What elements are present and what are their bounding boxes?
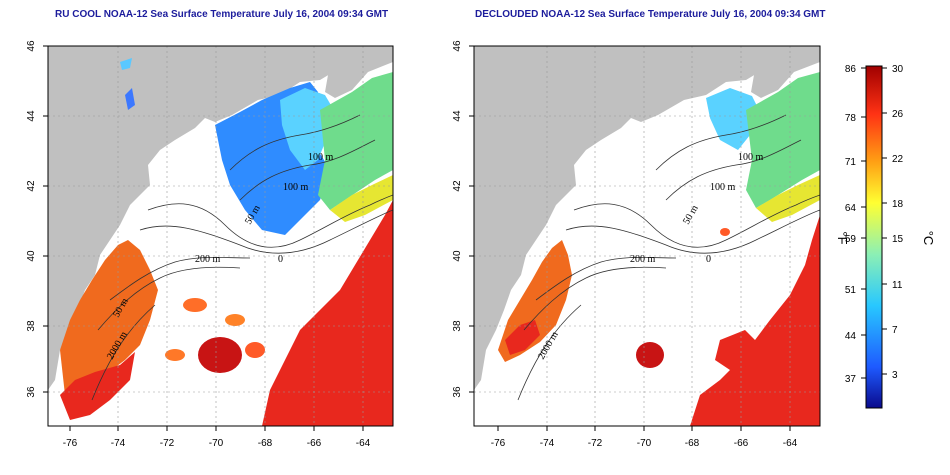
fahrenheit-unit-label: °F <box>835 231 850 244</box>
lon-tick-label: -72 <box>160 438 175 449</box>
celsius-unit-label: °C <box>921 231 936 246</box>
lat-tick-label: 46 <box>26 40 37 52</box>
lat-tick-label: 44 <box>452 110 463 122</box>
right-sst-map: 100 m 100 m 50 m 200 m 2000 m 0 <box>474 46 820 426</box>
lon-tick-label: -66 <box>307 438 322 449</box>
land-area <box>474 46 820 390</box>
lon-tick-label: -72 <box>588 438 603 449</box>
right-lon-tick-labels: -76 -74 -72 -70 -68 -66 -64 <box>491 438 798 449</box>
lat-tick-label: 36 <box>26 386 37 398</box>
warm-patch <box>225 314 245 326</box>
fahrenheit-tick: 51 <box>845 285 857 296</box>
sst-shelf-red <box>505 320 540 355</box>
celsius-tick: 15 <box>892 234 904 245</box>
sst-cyan-region <box>706 88 760 150</box>
lat-tick-label: 38 <box>452 320 463 332</box>
sst-warm-region <box>262 200 393 426</box>
celsius-tick: 26 <box>892 109 904 120</box>
lon-tick-label: -76 <box>491 438 506 449</box>
lon-tick-label: -74 <box>540 438 555 449</box>
lat-tick-label: 38 <box>26 320 37 332</box>
celsius-tick: 3 <box>892 370 898 381</box>
land-nova-scotia <box>318 46 393 98</box>
fahrenheit-tick: 64 <box>845 203 857 214</box>
celsius-tick: 22 <box>892 154 904 165</box>
celsius-tick: 30 <box>892 64 904 75</box>
sst-green-region <box>746 72 820 208</box>
sst-green-region <box>318 72 393 210</box>
sst-yellow-region <box>756 175 820 222</box>
contour-label: 100 m <box>738 152 764 163</box>
land-area <box>48 46 393 390</box>
left-lat-tick-labels: 46 44 42 40 38 36 <box>26 40 37 398</box>
contour-label: 0 <box>278 254 283 265</box>
land-nova-scotia <box>744 46 820 98</box>
left-sst-map: 100 m 100 m 50 m 200 m 2000 m 50 m 0 <box>48 46 393 426</box>
right-map-frame <box>473 45 821 427</box>
celsius-tick: 7 <box>892 325 898 336</box>
lake-patch <box>125 88 135 110</box>
sst-cyan-region <box>280 88 335 170</box>
left-map-ticks <box>43 45 364 431</box>
lon-tick-label: -74 <box>111 438 126 449</box>
warm-patch <box>165 349 185 361</box>
lat-tick-label: 40 <box>26 250 37 262</box>
fahrenheit-tick: 44 <box>845 331 857 342</box>
contour-label: 200 m <box>195 254 221 265</box>
lat-tick-label: 44 <box>26 110 37 122</box>
lon-tick-label: -68 <box>258 438 273 449</box>
sst-warm-region <box>690 215 820 426</box>
graticule <box>48 46 393 426</box>
lon-tick-label: -68 <box>685 438 700 449</box>
bathymetry-contours <box>91 114 393 401</box>
colorbar-ticks <box>861 67 887 379</box>
left-lon-tick-labels: -76 -74 -72 -70 -68 -66 -64 <box>63 438 371 449</box>
celsius-tick: 11 <box>892 280 903 291</box>
contour-label: 100 m <box>308 152 334 163</box>
sst-yellow-region <box>330 175 393 222</box>
graticule <box>474 46 820 426</box>
right-map-ticks <box>469 45 791 431</box>
lat-tick-label: 46 <box>452 40 463 52</box>
contour-label: 0 <box>706 254 711 265</box>
warm-patch <box>183 298 207 312</box>
contour-label: 100 m <box>710 182 736 193</box>
right-map-title: DECLOUDED NOAA-12 Sea Surface Temperatur… <box>475 9 826 20</box>
left-map-title: RU COOL NOAA-12 Sea Surface Temperature … <box>55 9 389 20</box>
colorbar-swatch <box>865 65 883 409</box>
right-lat-tick-labels: 46 44 42 40 38 36 <box>452 40 463 398</box>
warm-patch <box>245 342 265 358</box>
lake-patch <box>120 58 132 70</box>
colorbar: 86 78 71 64 59 51 44 37 30 26 22 18 15 1… <box>835 64 936 409</box>
lat-tick-label: 42 <box>452 180 463 192</box>
warm-eddy-patch <box>198 337 242 373</box>
celsius-tick: 18 <box>892 199 904 210</box>
fahrenheit-tick: 37 <box>845 374 857 385</box>
bathymetry-contours <box>517 114 820 401</box>
fahrenheit-tick: 86 <box>845 64 857 75</box>
warm-eddy-patch <box>636 342 664 368</box>
fahrenheit-tick: 59 <box>845 234 857 245</box>
lon-tick-label: -70 <box>209 438 224 449</box>
lon-tick-label: -76 <box>63 438 78 449</box>
warm-patch <box>720 228 730 236</box>
lat-tick-label: 42 <box>26 180 37 192</box>
left-map-frame <box>47 45 394 427</box>
fahrenheit-tick: 71 <box>845 157 857 168</box>
lon-tick-label: -66 <box>734 438 749 449</box>
lon-tick-label: -70 <box>637 438 652 449</box>
contour-label: 100 m <box>283 182 309 193</box>
fahrenheit-tick: 78 <box>845 113 857 124</box>
lon-tick-label: -64 <box>783 438 798 449</box>
sst-warm-patch <box>715 330 760 370</box>
lat-tick-label: 40 <box>452 250 463 262</box>
lon-tick-label: -64 <box>356 438 371 449</box>
lat-tick-label: 36 <box>452 386 463 398</box>
contour-label: 200 m <box>630 254 656 265</box>
